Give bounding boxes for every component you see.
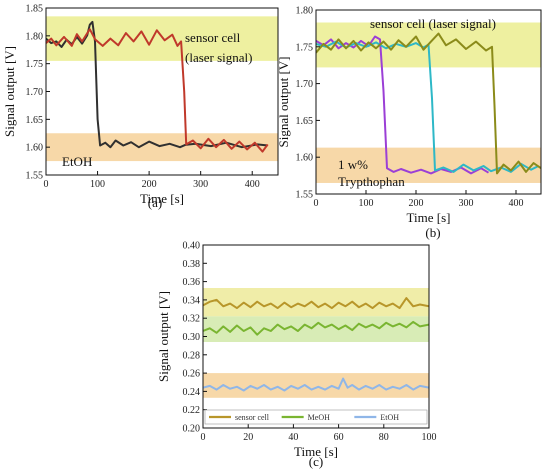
y-tick-label-c-3: 0.26 [183, 369, 201, 380]
band-c-0 [203, 288, 429, 317]
x-tick-label-a-3: 300 [193, 179, 208, 190]
y-tick-label-c-6: 0.32 [183, 314, 201, 325]
y-axis-label-b: Signal output [V] [276, 57, 291, 148]
legend-c: sensor cell MeOH EtOH [204, 409, 428, 425]
y-tick-label-a-3: 1.70 [26, 87, 44, 98]
y-tick-label-a-0: 1.55 [26, 171, 44, 182]
x-tick-label-c-2: 40 [288, 432, 298, 443]
y-tick-label-a-5: 1.80 [26, 31, 44, 42]
x-tick-label-c-0: 0 [201, 432, 206, 443]
band-label-a-0-0: sensor cell [185, 30, 241, 45]
series-line-b-2 [316, 32, 541, 175]
x-tick-label-b-3: 300 [459, 198, 474, 209]
y-tick-label-b-5: 1.80 [296, 6, 314, 17]
y-tick-label-c-9: 0.38 [183, 259, 201, 270]
y-tick-label-c-1: 0.22 [183, 405, 201, 416]
y-tick-label-a-1: 1.60 [26, 143, 44, 154]
x-tick-label-c-1: 20 [243, 432, 253, 443]
x-axis-label-a: Time [s] [140, 191, 184, 206]
y-tick-label-c-4: 0.28 [183, 350, 201, 361]
panel-caption-b: (b) [425, 225, 440, 240]
x-tick-label-b-2: 200 [409, 198, 424, 209]
y-tick-label-a-4: 1.75 [26, 59, 44, 70]
y-axis-label-c: Signal output [V] [156, 291, 171, 382]
x-tick-label-a-2: 200 [142, 179, 157, 190]
x-tick-label-b-0: 0 [314, 198, 319, 209]
y-tick-label-c-8: 0.36 [183, 277, 201, 288]
x-tick-label-a-1: 100 [90, 179, 105, 190]
x-tick-label-c-5: 100 [422, 432, 437, 443]
y-tick-label-c-7: 0.34 [183, 295, 201, 306]
series-line-c-1 [203, 320, 429, 336]
y-tick-label-c-10: 0.40 [183, 241, 201, 252]
band-label-b-0-0: sensor cell (laser signal) [370, 16, 496, 31]
band-c-1 [203, 316, 429, 342]
series-line-a-1 [46, 28, 269, 153]
y-tick-label-b-0: 1.55 [296, 190, 314, 201]
band-c-2 [203, 373, 429, 398]
x-tick-label-b-4: 400 [509, 198, 524, 209]
chart-c: 0 20 40 60 80 100 0.20 0.22 0.24 0.26 0.28 0.30 0.32… [156, 241, 437, 470]
x-tick-label-c-4: 80 [379, 432, 389, 443]
panel-caption-a: (a) [148, 195, 162, 210]
legend-box-c [204, 409, 428, 425]
plot-frame-b [315, 9, 542, 195]
series-line-c-0 [203, 297, 429, 310]
legend-label-c-2: EtOH [380, 413, 399, 422]
y-tick-label-b-1: 1.60 [296, 153, 314, 164]
series-line-c-2 [203, 377, 429, 392]
series-line-b-1 [316, 40, 539, 173]
chart-a: sensor cell (laser signal) EtOH 0 100 200 300 4… [2, 4, 279, 210]
y-tick-label-a-6: 1.85 [26, 4, 44, 15]
legend-label-c-1: MeOH [308, 413, 330, 422]
x-tick-label-a-4: 400 [245, 179, 260, 190]
y-tick-label-c-0: 0.20 [183, 424, 201, 435]
legend-label-c-0: sensor cell [235, 413, 270, 422]
band-label-a-0-1: (laser signal) [185, 50, 253, 65]
x-tick-label-b-1: 100 [359, 198, 374, 209]
chart-b: sensor cell (laser signal) 1 w% Trypthopha… [276, 6, 542, 240]
y-tick-label-b-4: 1.75 [296, 42, 314, 53]
band-label-b-1-1: Trypthophan [338, 174, 405, 189]
y-tick-label-b-3: 1.70 [296, 79, 314, 90]
band-label-a-1-0: EtOH [62, 154, 92, 169]
y-tick-label-c-2: 0.24 [183, 387, 201, 398]
y-tick-label-c-5: 0.30 [183, 332, 201, 343]
panel-caption-c: (c) [309, 454, 323, 469]
x-tick-label-a-0: 0 [44, 179, 49, 190]
x-tick-label-c-3: 60 [334, 432, 344, 443]
band-label-b-1-0: 1 w% [338, 157, 368, 172]
y-axis-label-a: Signal output [V] [2, 46, 17, 137]
y-tick-label-b-2: 1.65 [296, 116, 314, 127]
x-axis-label-c: Time [s] [294, 444, 338, 459]
x-axis-label-b: Time [s] [407, 210, 451, 225]
y-tick-label-a-2: 1.65 [26, 115, 44, 126]
